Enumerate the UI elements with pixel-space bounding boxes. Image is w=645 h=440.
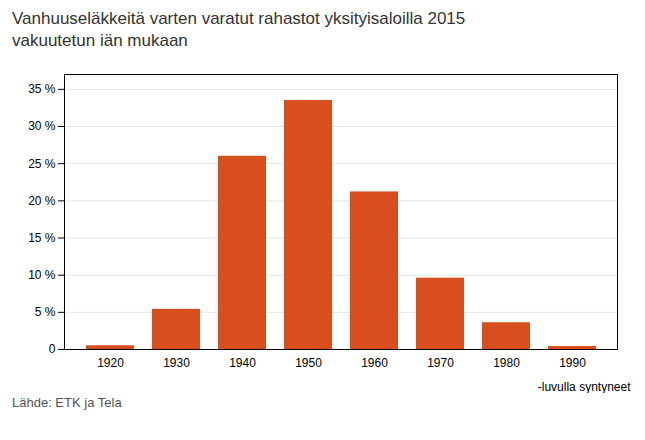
- svg-text:1990: 1990: [559, 356, 586, 370]
- svg-text:1920: 1920: [97, 356, 124, 370]
- html-text:Lähde: ETK ja Tela: Lähde: ETK ja Tela: [12, 395, 122, 411]
- svg-text:1940: 1940: [229, 356, 256, 370]
- svg-text:1930: 1930: [163, 356, 190, 370]
- svg-text:5 %: 5 %: [35, 305, 56, 319]
- html-text:Vanhuuseläkkeitä varten varatu: Vanhuuseläkkeitä varten varatut rahastot…: [12, 9, 466, 51]
- svg-text:10 %: 10 %: [28, 268, 56, 282]
- svg-text:35 %: 35 %: [28, 82, 56, 96]
- svg-text:0: 0: [49, 343, 56, 357]
- svg-text:1950: 1950: [295, 356, 322, 370]
- svg-text:1970: 1970: [427, 356, 454, 370]
- svg-text:25 %: 25 %: [28, 157, 56, 171]
- svg-text:1980: 1980: [493, 356, 520, 370]
- svg-text:15 %: 15 %: [28, 231, 56, 245]
- svg-text:1960: 1960: [361, 356, 388, 370]
- svg-text:30 %: 30 %: [28, 120, 56, 134]
- svg-text:20 %: 20 %: [28, 194, 56, 208]
- svg-text:-luvulla syntyneet: -luvulla syntyneet: [538, 380, 631, 394]
